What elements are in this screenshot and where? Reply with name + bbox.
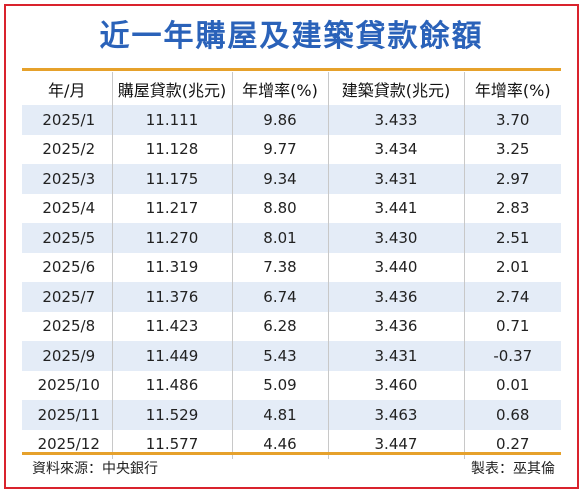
mortgage-growth-cell: 5.09 — [231, 370, 328, 400]
month-cell: 2025/6 — [22, 252, 112, 282]
table-title: 近一年購屋及建築貸款餘額 — [99, 19, 484, 54]
construction-cell: 3.434 — [327, 134, 464, 164]
table-row: 2025/11 11.529 4.81 3.463 0.68 — [22, 400, 561, 430]
month-cell: 2025/5 — [22, 223, 112, 253]
construction-cell: 3.436 — [327, 311, 464, 341]
month-cell: 2025/4 — [22, 193, 112, 223]
table-frame: 近一年購屋及建築貸款餘額 年/月 購屋貸款(兆元) 年增率(%) 建築貸款(兆元… — [4, 4, 579, 489]
mortgage-growth-cell: 8.80 — [231, 193, 328, 223]
mortgage-growth-cell: 7.38 — [231, 252, 328, 282]
construction-cell: 3.441 — [327, 193, 464, 223]
table-row: 2025/7 11.376 6.74 3.436 2.74 — [22, 282, 561, 312]
construction-growth-cell: 0.71 — [463, 311, 561, 341]
construction-growth-cell: 2.74 — [463, 282, 561, 312]
mortgage-growth-cell: 9.86 — [231, 105, 328, 135]
construction-growth-cell: 2.83 — [463, 193, 561, 223]
construction-growth-cell: 0.01 — [463, 370, 561, 400]
mortgage-cell: 11.319 — [111, 252, 232, 282]
month-cell: 2025/9 — [22, 341, 112, 371]
mortgage-growth-cell: 9.77 — [231, 134, 328, 164]
construction-growth-cell: 2.01 — [463, 252, 561, 282]
table-row: 2025/6 11.319 7.38 3.440 2.01 — [22, 252, 561, 282]
month-cell: 2025/7 — [22, 282, 112, 312]
header-top-rule — [22, 68, 561, 71]
month-cell: 2025/10 — [22, 370, 112, 400]
mortgage-growth-cell: 4.81 — [231, 400, 328, 430]
mortgage-cell: 11.449 — [111, 341, 232, 371]
construction-growth-cell: 2.97 — [463, 164, 561, 194]
month-cell: 2025/3 — [22, 164, 112, 194]
mortgage-cell: 11.486 — [111, 370, 232, 400]
mortgage-cell: 11.529 — [111, 400, 232, 430]
month-cell: 2025/2 — [22, 134, 112, 164]
table-row: 2025/4 11.217 8.80 3.441 2.83 — [22, 193, 561, 223]
construction-growth-cell: 3.70 — [463, 105, 561, 135]
loan-balance-table: 年/月 購屋貸款(兆元) 年增率(%) 建築貸款(兆元) 年增率(%) 2025… — [22, 72, 561, 459]
construction-growth-cell: -0.37 — [463, 341, 561, 371]
table-row: 2025/9 11.449 5.43 3.431 -0.37 — [22, 341, 561, 371]
mortgage-growth-cell: 5.43 — [231, 341, 328, 371]
mortgage-cell: 11.423 — [111, 311, 232, 341]
construction-growth-cell: 3.25 — [463, 134, 561, 164]
table-row: 2025/1 11.111 9.86 3.433 3.70 — [22, 105, 561, 135]
construction-cell: 3.460 — [327, 370, 464, 400]
mortgage-growth-cell: 6.28 — [231, 311, 328, 341]
mortgage-growth-cell: 8.01 — [231, 223, 328, 253]
mortgage-cell: 11.111 — [111, 105, 232, 135]
construction-growth-cell: 0.68 — [463, 400, 561, 430]
column-header-month: 年/月 — [48, 80, 86, 100]
construction-cell: 3.436 — [327, 282, 464, 312]
source-note: 資料來源：中央銀行 — [32, 461, 158, 477]
column-header-mortgage-growth: 年增率(%) — [231, 72, 328, 105]
mortgage-cell: 11.270 — [111, 223, 232, 253]
table-row: 2025/8 11.423 6.28 3.436 0.71 — [22, 311, 561, 341]
column-header-construction: 建築貸款(兆元) — [327, 72, 464, 105]
construction-cell: 3.440 — [327, 252, 464, 282]
construction-cell: 3.431 — [327, 341, 464, 371]
month-cell: 2025/11 — [22, 400, 112, 430]
footer-rule — [22, 452, 561, 455]
construction-cell: 3.463 — [327, 400, 464, 430]
column-header-mortgage: 購屋貸款(兆元) — [111, 72, 232, 105]
construction-growth-cell: 2.51 — [463, 223, 561, 253]
month-cell: 2025/1 — [22, 105, 112, 135]
construction-cell: 3.433 — [327, 105, 464, 135]
credit-note: 製表：巫其倫 — [471, 461, 555, 477]
table-row: 2025/5 11.270 8.01 3.430 2.51 — [22, 223, 561, 253]
mortgage-cell: 11.376 — [111, 282, 232, 312]
table-row: 2025/3 11.175 9.34 3.431 2.97 — [22, 164, 561, 194]
column-header-construction-growth: 年增率(%) — [463, 72, 561, 105]
mortgage-cell: 11.217 — [111, 193, 232, 223]
construction-cell: 3.430 — [327, 223, 464, 253]
table-row: 2025/10 11.486 5.09 3.460 0.01 — [22, 370, 561, 400]
mortgage-cell: 11.128 — [111, 134, 232, 164]
table-body: 2025/1 11.111 9.86 3.433 3.70 2025/2 11.128 9.7… — [22, 105, 561, 459]
month-cell: 2025/8 — [22, 311, 112, 341]
mortgage-growth-cell: 9.34 — [231, 164, 328, 194]
header-row: 年/月 購屋貸款(兆元) 年增率(%) 建築貸款(兆元) 年增率(%) — [22, 72, 561, 105]
table-row: 2025/2 11.128 9.77 3.434 3.25 — [22, 134, 561, 164]
mortgage-growth-cell: 6.74 — [231, 282, 328, 312]
mortgage-cell: 11.175 — [111, 164, 232, 194]
construction-cell: 3.431 — [327, 164, 464, 194]
